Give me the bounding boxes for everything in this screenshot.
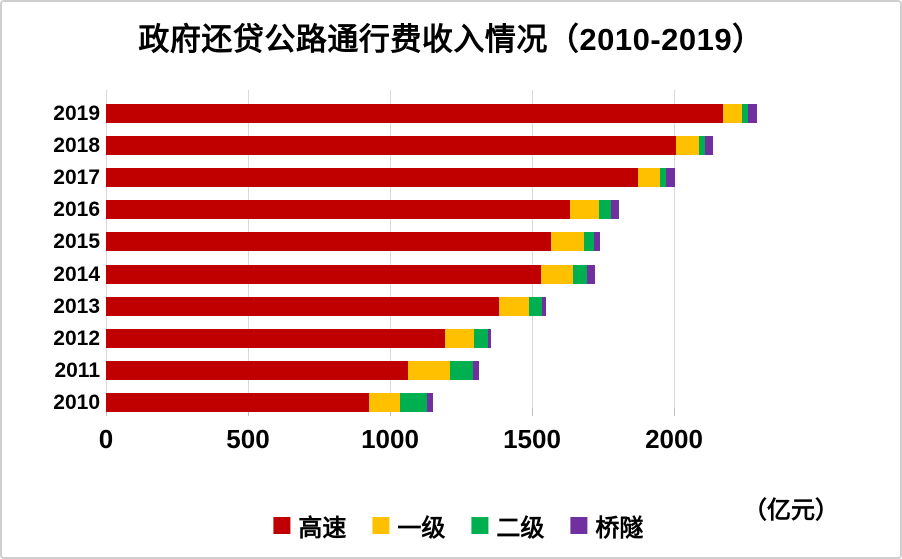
bar-segment-2012-一级 <box>445 328 474 348</box>
bar-segment-2018-桥隧 <box>704 135 713 155</box>
bar-segment-2015-一级 <box>551 232 584 252</box>
bar-segment-2018-一级 <box>676 135 699 155</box>
y-axis-label-2010: 2010 <box>53 391 100 415</box>
bar-segment-2019-一级 <box>722 103 743 123</box>
legend-item-高速: 高速 <box>273 508 346 543</box>
bar-segment-2013-一级 <box>499 296 529 316</box>
legend-label-桥隧: 桥隧 <box>595 515 644 542</box>
legend-label-高速: 高速 <box>298 515 347 542</box>
bar-segment-2018-二级 <box>698 135 705 155</box>
x-tick-label: 2000 <box>645 424 703 454</box>
y-axis-label-2019: 2019 <box>53 101 100 125</box>
legend-swatch-桥隧 <box>570 517 588 534</box>
legend: 高速 一级 二级 桥隧 <box>273 508 643 543</box>
x-tick-label: 500 <box>226 424 270 454</box>
bar-segment-2010-桥隧 <box>426 393 433 413</box>
bar-segment-2019-高速 <box>106 103 723 123</box>
x-axis-tick-2000 <box>674 408 675 416</box>
bar-segment-2011-高速 <box>106 361 408 381</box>
bar-segment-2015-二级 <box>583 232 594 252</box>
chart-title: 政府还贷公路通行费收入情况（2010-2019） <box>138 22 764 57</box>
gridline-2000 <box>674 90 675 408</box>
bar-segment-2017-二级 <box>660 167 667 187</box>
bar-segment-2016-一级 <box>570 200 600 220</box>
y-axis-label-2013: 2013 <box>53 294 100 318</box>
legend-swatch-一级 <box>372 517 390 534</box>
bar-segment-2014-桥隧 <box>586 264 596 284</box>
bar-segment-2013-二级 <box>528 296 542 316</box>
x-axis-tick-1500 <box>532 408 533 416</box>
bar-segment-2018-高速 <box>106 135 677 155</box>
legend-item-一级: 一级 <box>372 508 445 543</box>
bar-segment-2013-桥隧 <box>541 296 546 316</box>
y-axis-label-2011: 2011 <box>54 359 100 383</box>
bar-segment-2017-一级 <box>637 167 661 187</box>
bar-segment-2011-一级 <box>407 361 450 381</box>
x-tick-label: 1500 <box>503 424 561 454</box>
bar-segment-2010-一级 <box>369 393 401 413</box>
bar-segment-2019-桥隧 <box>748 103 758 123</box>
bar-segment-2011-桥隧 <box>472 361 480 381</box>
legend-item-二级: 二级 <box>471 508 544 543</box>
bar-segment-2019-二级 <box>742 103 749 123</box>
bar-segment-2010-高速 <box>106 393 370 413</box>
bar-segment-2013-高速 <box>106 296 500 316</box>
bar-segment-2016-桥隧 <box>610 200 619 220</box>
bar-segment-2011-二级 <box>449 361 473 381</box>
y-axis-label-2017: 2017 <box>53 165 100 189</box>
bar-segment-2017-桥隧 <box>666 167 675 187</box>
y-axis-label-2015: 2015 <box>53 230 100 254</box>
bar-segment-2010-二级 <box>400 393 427 413</box>
bar-segment-2012-桥隧 <box>487 328 492 348</box>
bar-segment-2017-高速 <box>106 167 638 187</box>
y-axis-label-2014: 2014 <box>53 262 100 286</box>
x-tick-label: 0 <box>98 424 114 454</box>
y-axis-label-2018: 2018 <box>53 133 100 157</box>
legend-label-一级: 一级 <box>397 515 446 542</box>
bar-segment-2014-高速 <box>106 264 542 284</box>
legend-swatch-二级 <box>471 517 489 534</box>
y-axis-label-2016: 2016 <box>53 198 100 222</box>
bar-segment-2015-桥隧 <box>593 232 601 252</box>
bar-segment-2016-二级 <box>599 200 611 220</box>
x-tick-label: 1000 <box>361 424 419 454</box>
bar-segment-2012-高速 <box>106 328 446 348</box>
bar-segment-2012-二级 <box>473 328 488 348</box>
legend-label-二级: 二级 <box>496 515 545 542</box>
bar-segment-2015-高速 <box>106 232 552 252</box>
bar-segment-2014-二级 <box>573 264 587 284</box>
unit-label: （亿元） <box>743 497 839 524</box>
bar-segment-2014-一级 <box>541 264 574 284</box>
bar-segment-2016-高速 <box>106 200 571 220</box>
legend-item-桥隧: 桥隧 <box>570 508 643 543</box>
legend-swatch-高速 <box>273 517 291 534</box>
y-axis-label-2012: 2012 <box>53 326 100 350</box>
